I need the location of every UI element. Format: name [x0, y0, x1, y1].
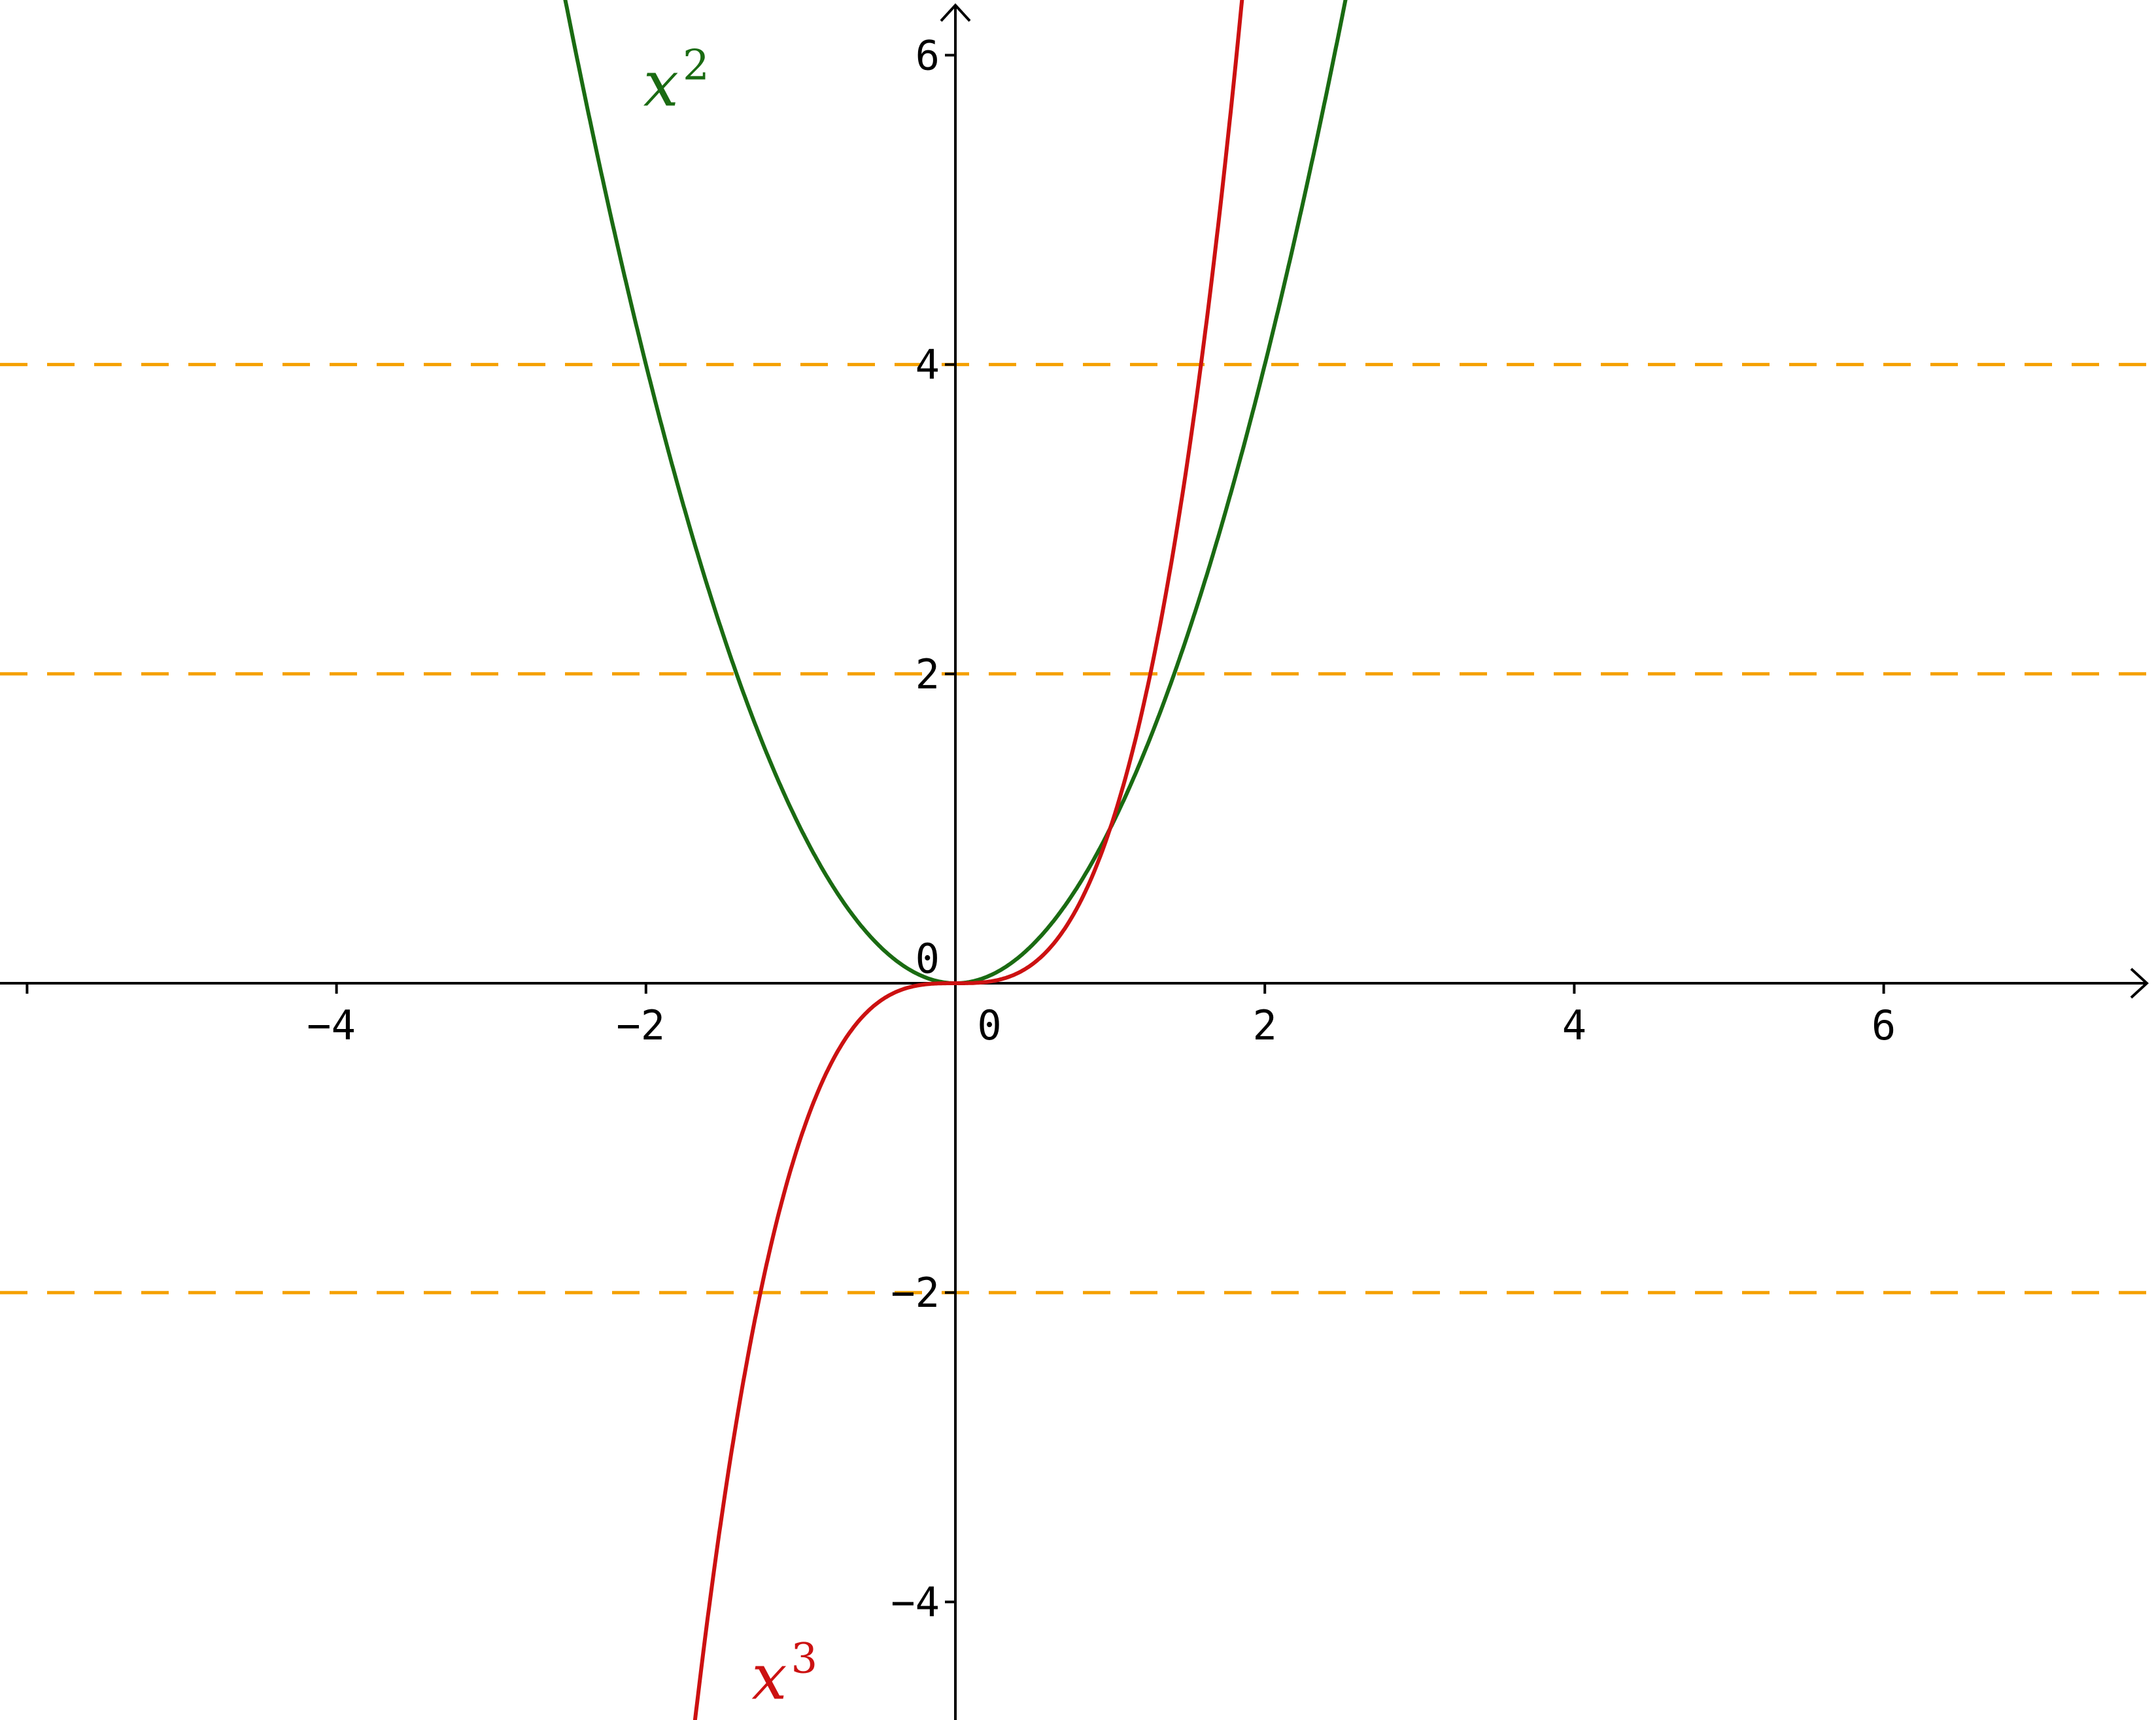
x-axis-arrowhead	[2130, 968, 2149, 999]
reference-lines	[0, 363, 2156, 1294]
x-tick-label: 0	[977, 1002, 1001, 1049]
x-tick-label: 4	[1562, 1002, 1586, 1049]
curve-labels: x2 x3	[643, 42, 817, 1714]
curve-label-x-pow-3: x3	[751, 1635, 817, 1714]
x-tick-label: 6	[1872, 1002, 1896, 1049]
y-tick-label: −2	[891, 1269, 940, 1317]
y-tick-label: 4	[915, 341, 940, 389]
y-tick-label: −4	[891, 1578, 940, 1626]
y-axis-arrowhead	[940, 3, 971, 22]
x-tick-label: 2	[1253, 1002, 1277, 1049]
x-tick-label: −2	[616, 1002, 665, 1049]
y-tick-label: 6	[915, 31, 940, 79]
axes	[0, 3, 2149, 1720]
curves	[563, 0, 1348, 1720]
curve-label-x-pow-2: x2	[643, 42, 710, 121]
x-tick-label: −4	[307, 1002, 356, 1049]
curve-x-pow-3	[693, 0, 1244, 1720]
y-tick-label: 2	[915, 650, 940, 698]
